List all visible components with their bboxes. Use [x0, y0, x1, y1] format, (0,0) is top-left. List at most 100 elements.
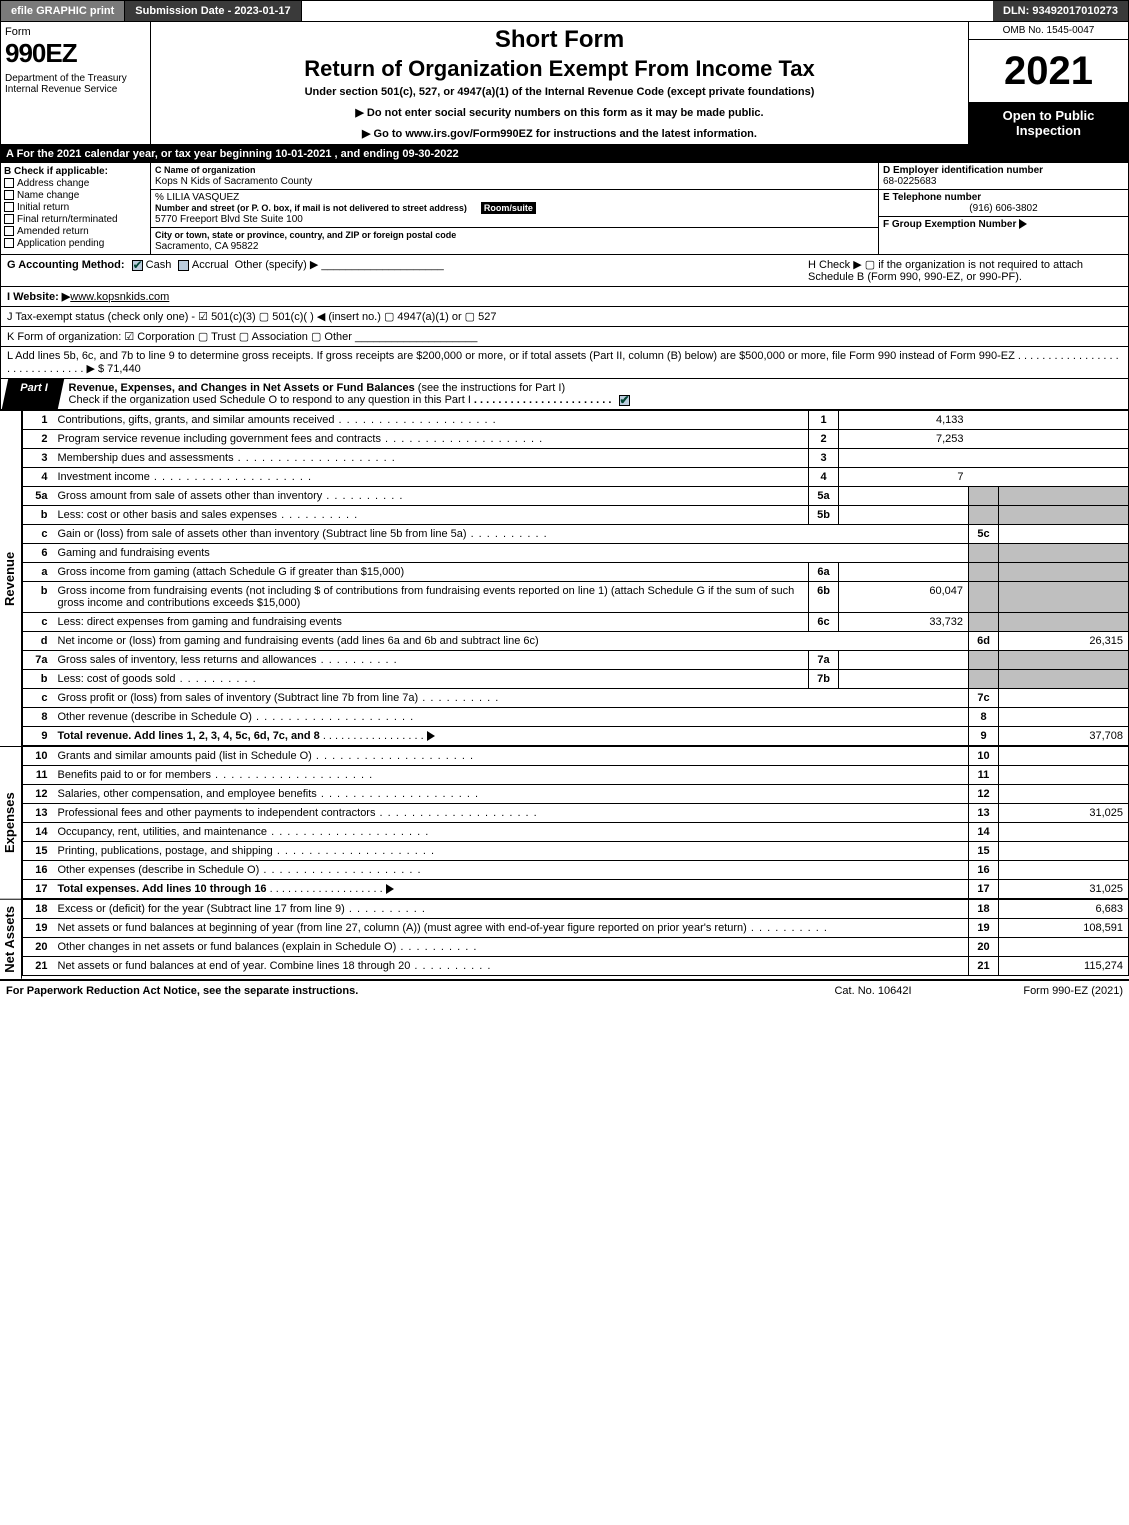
netassets-side-label: Net Assets: [0, 899, 22, 979]
line-21: 21Net assets or fund balances at end of …: [23, 957, 1129, 976]
form-ref: Form 990-EZ (2021): [963, 985, 1123, 997]
tax-year: 2021: [969, 40, 1128, 102]
room-suite-label: Room/suite: [481, 202, 536, 214]
line-8: 8Other revenue (describe in Schedule O)8: [23, 708, 1129, 727]
submission-date-label: Submission Date - 2023-01-17: [125, 1, 301, 21]
telephone-value: (916) 606-3802: [883, 203, 1124, 214]
line-18: 18Excess or (deficit) for the year (Subt…: [23, 900, 1129, 919]
triangle-icon: [386, 884, 394, 894]
expenses-side-label: Expenses: [0, 746, 22, 899]
header-right: OMB No. 1545-0047 2021 Open to Public In…: [968, 22, 1128, 144]
line-2: 2Program service revenue including gover…: [23, 430, 1129, 449]
line-14: 14Occupancy, rent, utilities, and mainte…: [23, 823, 1129, 842]
chk-schedule-o[interactable]: [619, 395, 630, 406]
form-number: 990EZ: [5, 38, 146, 69]
line-7b: bLess: cost of goods sold7b: [23, 670, 1129, 689]
row-k-org-form: K Form of organization: ☑ Corporation ▢ …: [0, 327, 1129, 347]
line-17: 17Total expenses. Add lines 10 through 1…: [23, 880, 1129, 899]
b-title: B Check if applicable:: [4, 166, 147, 177]
city-cell: City or town, state or province, country…: [151, 228, 878, 254]
chk-application-pending[interactable]: Application pending: [4, 238, 147, 249]
line-7c: cGross profit or (loss) from sales of in…: [23, 689, 1129, 708]
chk-cash[interactable]: [132, 260, 143, 271]
cat-no: Cat. No. 10642I: [783, 985, 963, 997]
line-4: 4Investment income47: [23, 468, 1129, 487]
line-11: 11Benefits paid to or for members11: [23, 766, 1129, 785]
line-7a: 7aGross sales of inventory, less returns…: [23, 651, 1129, 670]
line-6c: cLess: direct expenses from gaming and f…: [23, 613, 1129, 632]
row-g-h: G Accounting Method: Cash Accrual Other …: [0, 255, 1129, 287]
triangle-icon: [427, 731, 435, 741]
revenue-table: 1Contributions, gifts, grants, and simil…: [22, 410, 1129, 746]
line-6: 6Gaming and fundraising events: [23, 544, 1129, 563]
page-footer: For Paperwork Reduction Act Notice, see …: [0, 979, 1129, 1001]
col-c-name-address: C Name of organization Kops N Kids of Sa…: [151, 163, 878, 254]
line-9: 9Total revenue. Add lines 1, 2, 3, 4, 5c…: [23, 727, 1129, 746]
short-form-title: Short Form: [159, 26, 960, 54]
line-15: 15Printing, publications, postage, and s…: [23, 842, 1129, 861]
revenue-section: Revenue 1Contributions, gifts, grants, a…: [0, 410, 1129, 746]
chk-accrual[interactable]: [178, 260, 189, 271]
care-of: % LILIA VASQUEZ: [155, 192, 239, 203]
row-a-tax-year: A For the 2021 calendar year, or tax yea…: [0, 145, 1129, 163]
omb-number: OMB No. 1545-0047: [969, 22, 1128, 40]
col-d-ein-tel: D Employer identification number 68-0225…: [878, 163, 1128, 254]
ssn-note: ▶ Do not enter social security numbers o…: [159, 106, 960, 119]
return-title: Return of Organization Exempt From Incom…: [159, 56, 960, 82]
triangle-icon: [1019, 219, 1027, 229]
line-10: 10Grants and similar amounts paid (list …: [23, 747, 1129, 766]
street-address: 5770 Freeport Blvd Ste Suite 100: [155, 214, 303, 225]
h-schedule-b: H Check ▶ ▢ if the organization is not r…: [802, 258, 1122, 283]
line-6b: bGross income from fundraising events (n…: [23, 582, 1129, 613]
ein-cell: D Employer identification number 68-0225…: [879, 163, 1128, 190]
dln-label: DLN: 93492017010273: [993, 1, 1128, 21]
department-label: Department of the Treasury Internal Reve…: [5, 73, 146, 95]
line-16: 16Other expenses (describe in Schedule O…: [23, 861, 1129, 880]
col-b-checkboxes: B Check if applicable: Address change Na…: [1, 163, 151, 254]
gross-receipts-amount: 71,440: [107, 363, 141, 375]
goto-note: ▶ Go to www.irs.gov/Form990EZ for instru…: [159, 127, 960, 140]
line-1: 1Contributions, gifts, grants, and simil…: [23, 411, 1129, 430]
line-5c: cGain or (loss) from sale of assets othe…: [23, 525, 1129, 544]
group-exemption-cell: F Group Exemption Number: [879, 217, 1128, 232]
top-bar: efile GRAPHIC print Submission Date - 20…: [0, 0, 1129, 22]
open-to-public: Open to Public Inspection: [969, 102, 1128, 144]
chk-final-return[interactable]: Final return/terminated: [4, 214, 147, 225]
line-6d: dNet income or (loss) from gaming and fu…: [23, 632, 1129, 651]
line-13: 13Professional fees and other payments t…: [23, 804, 1129, 823]
meta-block: B Check if applicable: Address change Na…: [0, 163, 1129, 255]
chk-amended-return[interactable]: Amended return: [4, 226, 147, 237]
line-5b: bLess: cost or other basis and sales exp…: [23, 506, 1129, 525]
line-19: 19Net assets or fund balances at beginni…: [23, 919, 1129, 938]
row-j-tax-exempt: J Tax-exempt status (check only one) - ☑…: [0, 307, 1129, 327]
tel-cell: E Telephone number (916) 606-3802: [879, 190, 1128, 217]
line-12: 12Salaries, other compensation, and empl…: [23, 785, 1129, 804]
chk-address-change[interactable]: Address change: [4, 178, 147, 189]
revenue-side-label: Revenue: [0, 410, 22, 746]
form-header: Form 990EZ Department of the Treasury In…: [0, 22, 1129, 145]
topbar-spacer: [302, 1, 993, 21]
expenses-section: Expenses 10Grants and similar amounts pa…: [0, 746, 1129, 899]
street-cell: % LILIA VASQUEZ Number and street (or P.…: [151, 190, 878, 228]
part-i-header: Part I Revenue, Expenses, and Changes in…: [0, 379, 1129, 410]
header-mid: Short Form Return of Organization Exempt…: [151, 22, 968, 144]
city-state-zip: Sacramento, CA 95822: [155, 241, 258, 252]
line-6a: aGross income from gaming (attach Schedu…: [23, 563, 1129, 582]
website-link[interactable]: www.kopsnkids.com: [70, 291, 169, 303]
chk-initial-return[interactable]: Initial return: [4, 202, 147, 213]
part-i-title: Revenue, Expenses, and Changes in Net As…: [61, 379, 1128, 409]
netassets-table: 18Excess or (deficit) for the year (Subt…: [22, 899, 1129, 976]
row-i-website: I Website: ▶www.kopsnkids.com: [0, 287, 1129, 307]
part-i-tab: Part I: [2, 379, 64, 409]
netassets-section: Net Assets 18Excess or (deficit) for the…: [0, 899, 1129, 979]
ein-value: 68-0225683: [883, 176, 936, 187]
line-5a: 5aGross amount from sale of assets other…: [23, 487, 1129, 506]
expenses-table: 10Grants and similar amounts paid (list …: [22, 746, 1129, 899]
paperwork-notice: For Paperwork Reduction Act Notice, see …: [6, 985, 783, 997]
header-left: Form 990EZ Department of the Treasury In…: [1, 22, 151, 144]
org-name-cell: C Name of organization Kops N Kids of Sa…: [151, 163, 878, 190]
row-l-gross-receipts: L Add lines 5b, 6c, and 7b to line 9 to …: [0, 347, 1129, 379]
efile-print-button[interactable]: efile GRAPHIC print: [1, 1, 125, 21]
chk-name-change[interactable]: Name change: [4, 190, 147, 201]
form-word: Form: [5, 26, 146, 38]
